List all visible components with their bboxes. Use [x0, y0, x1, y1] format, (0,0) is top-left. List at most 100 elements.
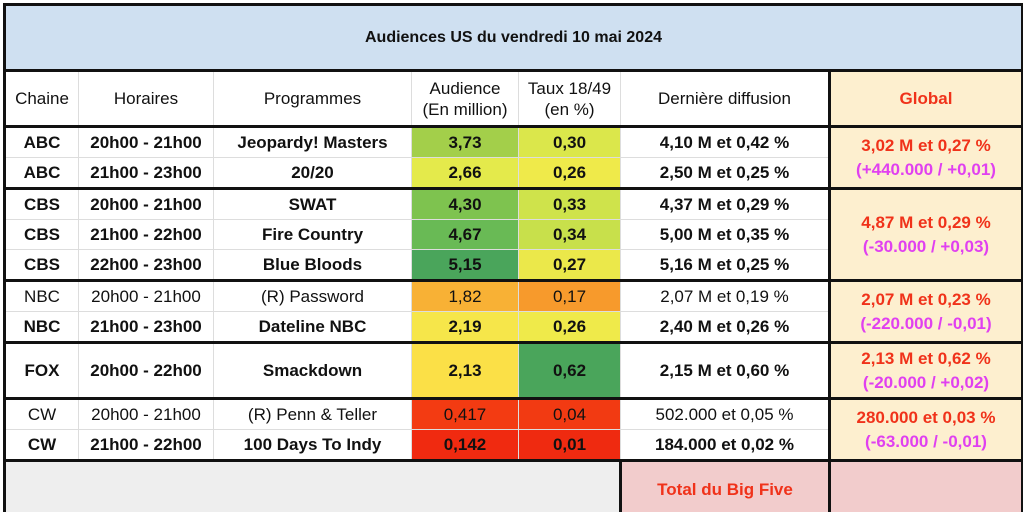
cell-taux: 0,26	[518, 157, 621, 189]
header-audience-unit: (En million)	[422, 99, 508, 119]
cell-taux: 0,62	[518, 341, 621, 399]
header-taux: Taux 18/49 (en %)	[518, 70, 621, 128]
cell-horaires: 21h00 - 23h00	[78, 311, 214, 343]
cell-horaires: 20h00 - 21h00	[78, 397, 214, 430]
cell-audience: 2,13	[411, 341, 519, 399]
global-diff: (+440.000 / +0,01)	[856, 159, 996, 179]
cell-horaires: 20h00 - 22h00	[78, 341, 214, 399]
cell-chaine: CW	[3, 397, 79, 430]
table-row: CBS 22h00 - 23h00 Blue Bloods 5,15 0,27 5,16 …	[3, 249, 1023, 281]
cell-audience: 2,19	[411, 311, 519, 343]
cell-audience: 1,82	[411, 279, 519, 312]
table-title: Audiences US du vendredi 10 mai 2024	[3, 3, 1023, 72]
cell-chaine: CBS	[3, 219, 79, 250]
cell-chaine: NBC	[3, 279, 79, 312]
cell-taux: 0,27	[518, 249, 621, 281]
cell-global: 280.000 et 0,03 % (-63.000 / -0,01)	[828, 397, 1023, 461]
cell-programme: Blue Bloods	[213, 249, 412, 281]
cell-audience: 0,417	[411, 397, 519, 430]
cell-horaires: 20h00 - 21h00	[78, 125, 214, 158]
table-row: ABC 20h00 - 21h00 Jeopardy! Masters 3,73 0,3…	[3, 125, 1023, 189]
cell-horaires: 20h00 - 21h00	[78, 279, 214, 312]
cell-derniere: 4,37 M et 0,29 %	[620, 187, 830, 220]
total-value	[828, 459, 1023, 512]
table-row: FOX 20h00 - 22h00 Smackdown 2,13 0,62 2,15 M …	[3, 341, 1023, 399]
cell-chaine: NBC	[3, 311, 79, 343]
cell-programme: (R) Penn & Teller	[213, 397, 412, 430]
cell-taux: 0,17	[518, 279, 621, 312]
table-row: ABC 21h00 - 23h00 20/20 2,66 0,26 2,50 M et 0…	[3, 157, 1023, 189]
cell-programme: 100 Days To Indy	[213, 429, 412, 461]
cell-chaine: CW	[3, 429, 79, 461]
table-row: NBC 20h00 - 21h00 (R) Password 1,82 0,17 2,07…	[3, 279, 1023, 343]
cell-chaine: CBS	[3, 187, 79, 220]
cell-programme: Smackdown	[213, 341, 412, 399]
cell-global: 4,87 M et 0,29 % (-30.000 / +0,03)	[828, 187, 1023, 281]
total-label: Total du Big Five	[619, 459, 831, 512]
global-diff: (-30.000 / +0,03)	[862, 236, 990, 256]
cell-derniere: 2,50 M et 0,25 %	[620, 157, 830, 189]
cell-programme: 20/20	[213, 157, 412, 189]
empty-cell	[3, 459, 621, 512]
cell-derniere: 2,40 M et 0,26 %	[620, 311, 830, 343]
global-diff: (-20.000 / +0,02)	[862, 372, 990, 392]
global-value: 3,02 M et 0,27 %	[861, 135, 991, 155]
cell-audience: 4,67	[411, 219, 519, 250]
cell-derniere: 4,10 M et 0,42 %	[620, 125, 830, 158]
cell-horaires: 22h00 - 23h00	[78, 249, 214, 281]
cell-audience: 2,66	[411, 157, 519, 189]
cell-derniere: 502.000 et 0,05 %	[620, 397, 830, 430]
cell-taux: 0,30	[518, 125, 621, 158]
global-value: 2,13 M et 0,62 %	[861, 348, 991, 368]
cell-derniere: 2,07 M et 0,19 %	[620, 279, 830, 312]
table-row: CBS 20h00 - 21h00 SWAT 4,30 0,33 4,37 M et 0,…	[3, 187, 1023, 281]
global-value: 2,07 M et 0,23 %	[861, 289, 991, 309]
cell-programme: Dateline NBC	[213, 311, 412, 343]
global-value: 4,87 M et 0,29 %	[861, 212, 991, 232]
cell-taux: 0,34	[518, 219, 621, 250]
header-programmes: Programmes	[213, 70, 412, 128]
cell-audience: 3,73	[411, 125, 519, 158]
cell-programme: SWAT	[213, 187, 412, 220]
header-chaine: Chaine	[3, 70, 79, 128]
cell-audience: 0,142	[411, 429, 519, 461]
cell-global: 2,07 M et 0,23 % (-220.000 / -0,01)	[828, 279, 1023, 343]
cell-audience: 5,15	[411, 249, 519, 281]
cell-programme: Fire Country	[213, 219, 412, 250]
cell-derniere: 5,16 M et 0,25 %	[620, 249, 830, 281]
cell-derniere: 5,00 M et 0,35 %	[620, 219, 830, 250]
cell-chaine: CBS	[3, 249, 79, 281]
header-taux-label: Taux 18/49	[527, 78, 612, 98]
cell-taux: 0,04	[518, 397, 621, 430]
cell-programme: Jeopardy! Masters	[213, 125, 412, 158]
table-row: NBC 21h00 - 23h00 Dateline NBC 2,19 0,26 2,40…	[3, 311, 1023, 343]
cell-audience: 4,30	[411, 187, 519, 220]
header-horaires: Horaires	[78, 70, 214, 128]
global-diff: (-220.000 / -0,01)	[860, 313, 992, 333]
global-diff: (-63.000 / -0,01)	[865, 431, 987, 451]
cell-derniere: 184.000 et 0,02 %	[620, 429, 830, 461]
cell-horaires: 20h00 - 21h00	[78, 187, 214, 220]
global-value: 280.000 et 0,03 %	[856, 407, 996, 427]
cell-horaires: 21h00 - 22h00	[78, 429, 214, 461]
table-row: CW 20h00 - 21h00 (R) Penn & Teller 0,417 0,0…	[3, 397, 1023, 461]
cell-global: 3,02 M et 0,27 % (+440.000 / +0,01)	[828, 125, 1023, 189]
audience-table: Audiences US du vendredi 10 mai 2024 Cha…	[3, 3, 1023, 512]
table-row: CBS 21h00 - 22h00 Fire Country 4,67 0,34 5,00…	[3, 219, 1023, 250]
cell-chaine: FOX	[3, 341, 79, 399]
cell-taux: 0,01	[518, 429, 621, 461]
header-derniere: Dernière diffusion	[620, 70, 830, 128]
cell-derniere: 2,15 M et 0,60 %	[620, 341, 830, 399]
cell-chaine: ABC	[3, 157, 79, 189]
cell-global: 2,13 M et 0,62 % (-20.000 / +0,02)	[828, 341, 1023, 399]
cell-horaires: 21h00 - 23h00	[78, 157, 214, 189]
cell-horaires: 21h00 - 22h00	[78, 219, 214, 250]
header-global: Global	[828, 70, 1023, 128]
cell-programme: (R) Password	[213, 279, 412, 312]
cell-taux: 0,33	[518, 187, 621, 220]
header-audience-label: Audience	[429, 78, 501, 98]
cell-taux: 0,26	[518, 311, 621, 343]
cell-chaine: ABC	[3, 125, 79, 158]
header-audience: Audience (En million)	[411, 70, 519, 128]
